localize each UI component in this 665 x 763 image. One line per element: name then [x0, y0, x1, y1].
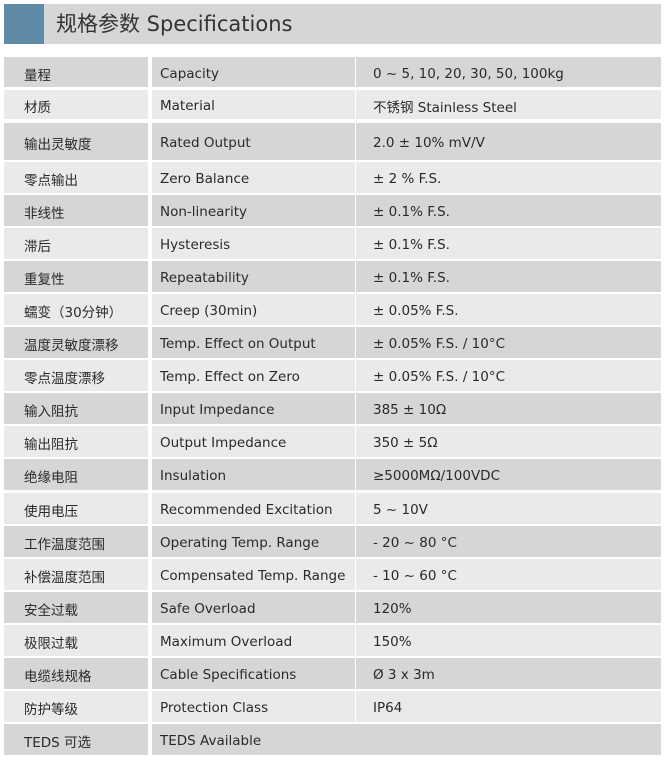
- param-name-en: Protection Class: [152, 690, 355, 722]
- param-name-cn: 极限过载: [4, 624, 148, 656]
- param-name-en: Maximum Overload: [152, 624, 355, 656]
- param-value: ± 0.05% F.S. / 10°C: [356, 327, 661, 359]
- param-name-cn: 电缆线规格: [4, 657, 148, 689]
- param-value: 0 ~ 5, 10, 20, 30, 50, 100kg: [356, 57, 661, 87]
- param-name-cn: 蠕变（30分钟）: [4, 294, 148, 326]
- param-name-en: Zero Balance: [152, 162, 355, 193]
- param-value: IP64: [356, 690, 661, 722]
- param-name-cn: 零点温度漂移: [4, 360, 148, 392]
- param-name-en: Creep (30min): [152, 294, 355, 326]
- table-row: 零点输出 Zero Balance ± 2 % F.S.: [4, 162, 661, 193]
- param-value: ± 0.1% F.S.: [356, 195, 661, 227]
- table-row: 材质 Material 不锈钢 Stainless Steel: [4, 90, 661, 119]
- param-name-cn: 量程: [4, 57, 148, 87]
- param-name-en: Safe Overload: [152, 591, 355, 623]
- table-row: 温度灵敏度漂移 Temp. Effect on Output ± 0.05% F.S…: [4, 327, 661, 359]
- param-name-en: Temp. Effect on Output: [152, 327, 355, 359]
- table-row: 输入阻抗 Input Impedance 385 ± 10Ω: [4, 393, 661, 425]
- param-name-cn: 零点输出: [4, 162, 148, 193]
- param-name-cn: 材质: [4, 90, 148, 119]
- param-name-cn: 使用电压: [4, 492, 148, 524]
- param-name-cn: 非线性: [4, 195, 148, 227]
- param-name-cn: 输出阻抗: [4, 426, 148, 458]
- param-value: 150%: [356, 624, 661, 656]
- table-row: 电缆线规格 Cable Specifications Ø 3 x 3m: [4, 657, 661, 689]
- param-name-cn: 温度灵敏度漂移: [4, 327, 148, 359]
- param-name-cn: 重复性: [4, 261, 148, 293]
- param-name-cn: 工作温度范围: [4, 525, 148, 557]
- param-name-cn: 安全过载: [4, 591, 148, 623]
- param-name-en: Non-linearity: [152, 195, 355, 227]
- header-bar: [44, 4, 661, 44]
- param-name-en: Output Impedance: [152, 426, 355, 458]
- table-row: 零点温度漂移 Temp. Effect on Zero ± 0.05% F.S. /…: [4, 360, 661, 392]
- table-row: 绝缘电阻 Insulation ≥5000MΩ/100VDC: [4, 459, 661, 491]
- param-name-en: Compensated Temp. Range: [152, 558, 355, 590]
- table-row: 量程 Capacity 0 ~ 5, 10, 20, 30, 50, 100kg: [4, 57, 661, 87]
- param-value: ± 0.05% F.S. / 10°C: [356, 360, 661, 392]
- param-value: 120%: [356, 591, 661, 623]
- table-row: 工作温度范围 Operating Temp. Range - 20 ~ 80 °C: [4, 525, 661, 557]
- param-value: ± 2 % F.S.: [356, 162, 661, 193]
- param-name-cn: 绝缘电阻: [4, 459, 148, 491]
- param-value: ± 0.05% F.S.: [356, 294, 661, 326]
- page-title: 规格参数 Specifications: [56, 12, 293, 36]
- param-name-en: Insulation: [152, 459, 355, 491]
- table-row: 安全过载 Safe Overload 120%: [4, 591, 661, 623]
- param-value: ± 0.1% F.S.: [356, 228, 661, 260]
- table-row: TEDS 可选 TEDS Available: [4, 723, 661, 755]
- param-name-cn: 滞后: [4, 228, 148, 260]
- param-name-cn: 输出灵敏度: [4, 123, 148, 160]
- table-row: 极限过载 Maximum Overload 150%: [4, 624, 661, 656]
- param-value: 2.0 ± 10% mV/V: [356, 123, 661, 160]
- param-name-cn: 防护等级: [4, 690, 148, 722]
- param-name-cn: TEDS 可选: [4, 723, 148, 755]
- param-name-en: Repeatability: [152, 261, 355, 293]
- param-name-en: Rated Output: [152, 123, 355, 160]
- param-name-en: Recommended Excitation: [152, 492, 355, 524]
- param-value: - 20 ~ 80 °C: [356, 525, 661, 557]
- table-row: 蠕变（30分钟） Creep (30min) ± 0.05% F.S.: [4, 294, 661, 326]
- param-value: 385 ± 10Ω: [356, 393, 661, 425]
- param-value: 不锈钢 Stainless Steel: [356, 90, 661, 119]
- param-name-cn: 输入阻抗: [4, 393, 148, 425]
- param-name-en: TEDS Available: [152, 723, 661, 755]
- param-name-en: Hysteresis: [152, 228, 355, 260]
- table-row: 防护等级 Protection Class IP64: [4, 690, 661, 722]
- table-row: 非线性 Non-linearity ± 0.1% F.S.: [4, 195, 661, 227]
- param-name-en: Material: [152, 90, 355, 119]
- param-name-en: Operating Temp. Range: [152, 525, 355, 557]
- param-value: ≥5000MΩ/100VDC: [356, 459, 661, 491]
- param-name-en: Capacity: [152, 57, 355, 87]
- param-name-en: Input Impedance: [152, 393, 355, 425]
- param-value: 5 ~ 10V: [356, 492, 661, 524]
- param-name-en: Cable Specifications: [152, 657, 355, 689]
- table-row: 补偿温度范围 Compensated Temp. Range - 10 ~ 60 °…: [4, 558, 661, 590]
- param-value: - 10 ~ 60 °C: [356, 558, 661, 590]
- param-value: 350 ± 5Ω: [356, 426, 661, 458]
- param-value: Ø 3 x 3m: [356, 657, 661, 689]
- header-accent: [4, 4, 44, 44]
- table-row: 滞后 Hysteresis ± 0.1% F.S.: [4, 228, 661, 260]
- param-value: ± 0.1% F.S.: [356, 261, 661, 293]
- param-name-en: Temp. Effect on Zero: [152, 360, 355, 392]
- table-row: 使用电压 Recommended Excitation 5 ~ 10V: [4, 492, 661, 524]
- param-name-cn: 补偿温度范围: [4, 558, 148, 590]
- table-row: 重复性 Repeatability ± 0.1% F.S.: [4, 261, 661, 293]
- table-row: 输出灵敏度 Rated Output 2.0 ± 10% mV/V: [4, 123, 661, 160]
- table-row: 输出阻抗 Output Impedance 350 ± 5Ω: [4, 426, 661, 458]
